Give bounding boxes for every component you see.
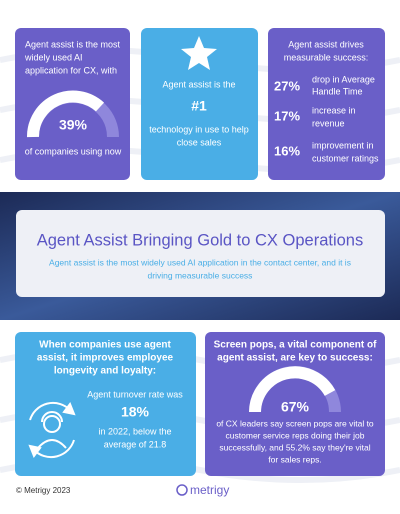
copyright: © Metrigy 2023 bbox=[16, 486, 71, 495]
caption: of CX leaders say screen pops are vital … bbox=[216, 418, 374, 428]
stat-label: increase in bbox=[312, 105, 356, 115]
card-heading: measurable success: bbox=[284, 52, 369, 62]
card-text: widely used AI bbox=[24, 52, 83, 62]
caption: successfully, and 55.2% say they're vita… bbox=[219, 442, 370, 452]
card-text: Agent turnover rate was bbox=[87, 389, 183, 399]
caption: average of 21.8 bbox=[104, 439, 167, 449]
stat: 39% bbox=[59, 117, 88, 133]
stat-label: improvement in bbox=[312, 140, 374, 150]
card bbox=[15, 28, 130, 180]
stat: 17% bbox=[274, 108, 300, 123]
stat: 16% bbox=[274, 143, 300, 158]
stat-label: Handle Time bbox=[312, 86, 363, 96]
card-text: Agent assist is the most bbox=[25, 39, 121, 49]
logo: metrigy bbox=[190, 483, 229, 497]
stat-label: revenue bbox=[312, 118, 345, 128]
gauge-fill bbox=[26, 90, 105, 138]
stat: 67% bbox=[281, 399, 310, 415]
card bbox=[268, 28, 385, 180]
caption: of companies using now bbox=[25, 146, 122, 156]
card bbox=[141, 28, 258, 180]
gauge-fill bbox=[249, 366, 336, 413]
stat: 27% bbox=[274, 78, 300, 93]
stat-label: customer ratings bbox=[312, 153, 379, 163]
card-heading: Screen pops, a vital component of bbox=[214, 340, 377, 351]
banner-subtitle: Agent assist is the most widely used AI … bbox=[49, 257, 351, 267]
card-text: Agent assist is the bbox=[162, 79, 235, 89]
banner-card bbox=[16, 210, 385, 297]
card-text: application for CX, with bbox=[25, 65, 117, 75]
logo-mark bbox=[176, 484, 188, 496]
card-heading: longevity and loyalty: bbox=[54, 366, 156, 377]
caption: technology in use to help bbox=[149, 124, 249, 134]
caption: close sales bbox=[177, 137, 222, 147]
banner-subtitle: driving measurable success bbox=[148, 270, 253, 280]
card bbox=[205, 332, 385, 476]
caption: for sales reps. bbox=[268, 454, 321, 464]
card-heading: Agent assist drives bbox=[288, 39, 364, 49]
caption: in 2022, below the bbox=[98, 426, 171, 436]
card-heading: assist, it improves employee bbox=[37, 353, 174, 364]
star-icon bbox=[181, 36, 217, 70]
card-heading: agent assist, are key to success: bbox=[217, 353, 373, 364]
card bbox=[15, 332, 196, 476]
agent-icon bbox=[28, 401, 76, 459]
stat: #1 bbox=[191, 98, 207, 114]
stat-label: drop in Average bbox=[312, 74, 375, 84]
stat: 18% bbox=[121, 404, 150, 420]
caption: customer service reps doing their job bbox=[226, 430, 365, 440]
banner-title: Agent Assist Bringing Gold to CX Operati… bbox=[37, 231, 364, 249]
card-heading: When companies use agent bbox=[39, 340, 171, 351]
